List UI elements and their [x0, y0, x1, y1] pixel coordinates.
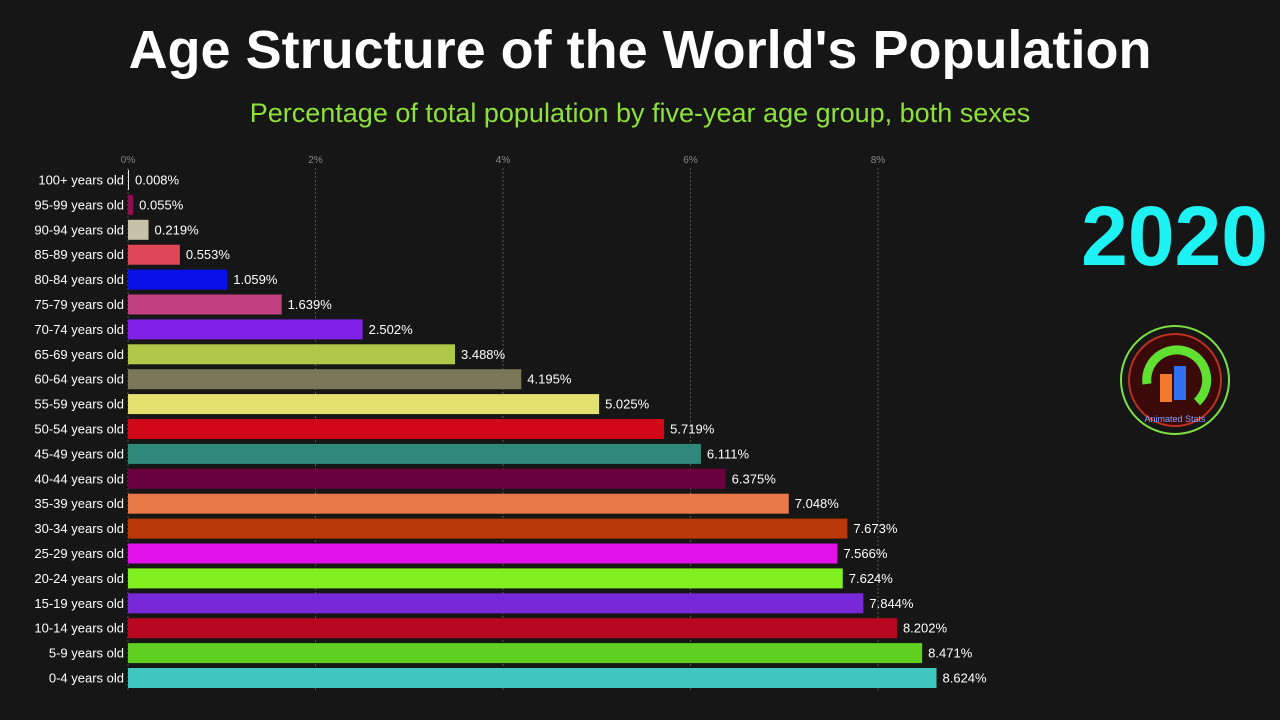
value-label: 0.553%	[186, 247, 231, 262]
value-label: 0.008%	[135, 173, 180, 188]
bar	[128, 543, 838, 564]
category-label: 40-44 years old	[34, 471, 124, 486]
x-tick-label: 4%	[496, 155, 511, 166]
bar	[128, 443, 701, 464]
x-tick-label: 8%	[871, 155, 886, 166]
bar	[128, 468, 726, 489]
x-tick-label: 2%	[308, 155, 323, 166]
category-label: 5-9 years old	[49, 646, 124, 661]
category-label: 20-24 years old	[34, 571, 124, 586]
value-label: 1.639%	[288, 297, 333, 312]
chart-subtitle: Percentage of total population by five-y…	[249, 98, 1031, 128]
category-label: 60-64 years old	[34, 372, 124, 387]
value-label: 8.624%	[943, 671, 988, 686]
category-label: 55-59 years old	[34, 397, 124, 412]
value-label: 6.111%	[707, 446, 750, 461]
bar	[128, 344, 455, 365]
bar	[128, 194, 134, 215]
bar	[128, 269, 228, 290]
category-label: 100+ years old	[38, 173, 124, 188]
bar	[128, 593, 864, 614]
bar	[128, 643, 923, 664]
value-label: 1.059%	[233, 272, 278, 287]
category-label: 90-94 years old	[34, 222, 124, 237]
chart-title: Age Structure of the World's Population	[128, 20, 1152, 80]
bar	[128, 219, 149, 240]
category-label: 30-34 years old	[34, 521, 124, 536]
value-label: 8.202%	[903, 621, 948, 636]
bar	[128, 394, 600, 415]
value-label: 0.219%	[155, 222, 200, 237]
value-label: 7.624%	[849, 571, 894, 586]
category-label: 65-69 years old	[34, 347, 124, 362]
value-label: 4.195%	[527, 372, 572, 387]
bar	[128, 518, 848, 539]
logo-text: Animated Stats	[1144, 414, 1206, 424]
bar	[128, 319, 363, 340]
category-label: 70-74 years old	[34, 322, 124, 337]
value-label: 8.471%	[928, 646, 973, 661]
category-label: 85-89 years old	[34, 247, 124, 262]
bar	[128, 294, 282, 315]
category-label: 35-39 years old	[34, 496, 124, 511]
bar	[128, 568, 843, 589]
value-label: 6.375%	[732, 471, 777, 486]
value-label: 7.673%	[853, 521, 898, 536]
category-label: 75-79 years old	[34, 297, 124, 312]
animated-stats-logo: Animated Stats	[1120, 325, 1230, 435]
value-label: 5.025%	[605, 397, 650, 412]
category-label: 0-4 years old	[49, 671, 124, 686]
bar	[128, 419, 665, 439]
category-label: 95-99 years old	[34, 197, 124, 212]
bar	[128, 668, 937, 688]
value-label: 7.048%	[795, 496, 840, 511]
bar	[128, 493, 789, 514]
bar	[128, 369, 522, 390]
value-label: 7.566%	[843, 546, 888, 561]
category-label: 45-49 years old	[34, 446, 124, 461]
x-tick-label: 0%	[121, 155, 136, 166]
bar	[128, 170, 129, 190]
bar	[128, 244, 180, 265]
value-label: 7.844%	[869, 596, 914, 611]
category-label: 10-14 years old	[34, 621, 124, 636]
value-label: 0.055%	[139, 197, 184, 212]
value-label: 5.719%	[670, 422, 715, 437]
bar	[128, 618, 897, 639]
category-label: 15-19 years old	[34, 596, 124, 611]
value-label: 3.488%	[461, 347, 506, 362]
value-label: 2.502%	[369, 322, 414, 337]
year-label: 2020	[1081, 189, 1268, 283]
category-label: 80-84 years old	[34, 272, 124, 287]
category-label: 25-29 years old	[34, 546, 124, 561]
x-tick-label: 6%	[683, 155, 698, 166]
category-label: 50-54 years old	[34, 422, 124, 437]
